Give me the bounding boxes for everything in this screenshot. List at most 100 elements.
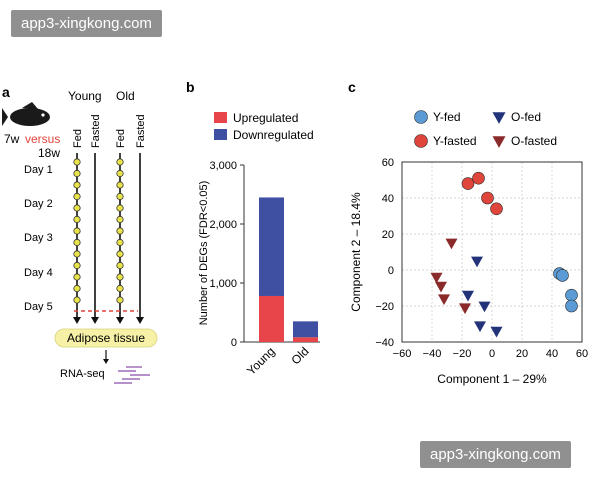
adipose-tissue-box	[54, 328, 158, 348]
feeding-dot	[116, 261, 124, 270]
bar-downregulated-young	[259, 197, 284, 296]
point-o-fasted	[435, 281, 447, 293]
x-tick-label: 0	[489, 348, 495, 360]
day-1-label: Day 1	[24, 164, 53, 176]
y-tick-label: 3,000	[209, 160, 237, 172]
feeding-dot	[73, 215, 81, 224]
fish-icon	[2, 102, 50, 126]
y-axis-label: Number of DEGs (FDR<0.05)	[198, 181, 210, 326]
point-y-fasted	[461, 177, 475, 190]
legend-marker-y-fasted	[414, 134, 428, 148]
x-tick-label: −60	[393, 348, 412, 360]
legend-label-y-fasted: Y-fasted	[433, 134, 477, 148]
bars	[259, 197, 318, 342]
point-o-fed	[490, 326, 503, 338]
y-tick-label: 0	[231, 337, 237, 349]
point-o-fasted	[438, 294, 450, 306]
panel-a-schematic: a Young Old 7w versus 18w Fed Fasted Fed…	[2, 84, 158, 384]
legend-upregulated-swatch	[214, 112, 227, 123]
legend-label-o-fasted: O-fasted	[511, 134, 557, 148]
y-tick-label: −40	[375, 337, 394, 349]
feeding-dot	[116, 204, 124, 212]
legend-marker-y-fed	[414, 110, 428, 124]
feeding-dot	[73, 192, 81, 201]
legend-label-o-fed: O-fed	[511, 110, 541, 124]
feeding-dot	[73, 169, 81, 178]
feeding-dot	[116, 284, 124, 293]
feeding-dot	[116, 158, 124, 166]
point-o-fed	[462, 290, 474, 302]
legend-downregulated-label: Downregulated	[233, 128, 314, 142]
feeding-dot	[116, 181, 124, 189]
y-tick-label: −20	[375, 301, 394, 313]
col-old-fasted: Fasted	[135, 114, 147, 148]
feeding-dot	[73, 181, 81, 189]
panel-b-label: b	[186, 79, 195, 95]
feeding-dot	[116, 192, 124, 201]
feeding-dot	[73, 261, 81, 270]
timeline-lines	[76, 153, 141, 318]
feeding-dot	[73, 238, 81, 247]
x-tick-label: −20	[453, 348, 472, 360]
legend-downregulated-swatch	[214, 129, 227, 140]
col-young-fasted: Fasted	[90, 114, 102, 148]
point-o-fed	[471, 256, 483, 268]
y-tick-label: 60	[382, 157, 394, 169]
col-old-fed: Fed	[115, 129, 127, 148]
y-axis-label: Component 2 – 18.4%	[349, 192, 363, 312]
x-tick-label: −40	[423, 348, 442, 360]
feeding-dot	[73, 158, 81, 166]
point-y-fasted	[472, 171, 485, 185]
x-tick-label: 40	[546, 348, 558, 360]
point-o-fasted	[459, 303, 471, 315]
point-y-fed	[565, 299, 578, 313]
age-young: 7w	[4, 132, 20, 146]
x-axis-label: Component 1 – 29%	[437, 372, 547, 386]
feeding-dot	[116, 250, 124, 258]
y-tick-marks: 0 1,000 2,000 3,000	[209, 160, 244, 349]
point-y-fed	[565, 288, 578, 302]
panel-b-deg-chart: b Upregulated Downregulated 0 1,000 2,000 3…	[186, 79, 320, 378]
y-tick-label: 2,000	[209, 219, 237, 231]
x-tick-label: 60	[576, 348, 588, 360]
group-young-label: Young	[68, 89, 102, 103]
feeding-dot	[73, 250, 81, 258]
group-old-label: Old	[116, 89, 135, 103]
y-tick-label: 1,000	[209, 278, 237, 290]
day-5-label: Day 5	[24, 301, 53, 313]
bar-upregulated-old	[293, 337, 318, 342]
legend-marker-o-fed	[492, 112, 506, 124]
y-tick-label: 20	[382, 229, 394, 241]
day-3-label: Day 3	[24, 232, 53, 244]
feeding-dot	[116, 227, 124, 235]
adipose-tissue-label: Adipose tissue	[67, 331, 145, 345]
rnaseq-reads-icon	[114, 366, 150, 384]
point-y-fasted	[490, 202, 503, 216]
x-tick-label: Young	[244, 344, 278, 378]
watermark-top: app3-xingkong.com	[11, 10, 162, 37]
feeding-dot	[116, 296, 124, 304]
y-tick-label: 0	[388, 265, 394, 277]
x-tick-label: 20	[516, 348, 528, 360]
panel-a-label: a	[2, 84, 10, 100]
point-o-fed	[474, 321, 486, 333]
legend-marker-o-fasted	[492, 136, 506, 148]
legend-upregulated-label: Upregulated	[233, 111, 298, 125]
rnaseq-label: RNA-seq	[60, 368, 105, 380]
feeding-dots	[73, 158, 124, 304]
feeding-dot	[73, 204, 81, 212]
bar-downregulated-old	[293, 321, 318, 338]
versus-label: versus	[25, 132, 60, 146]
feeding-dot	[73, 273, 81, 281]
x-tick-labels: Young Old	[244, 344, 312, 378]
day-4-label: Day 4	[24, 267, 53, 279]
point-o-fasted	[445, 238, 458, 250]
timeline-arrowheads	[73, 317, 144, 324]
age-old: 18w	[38, 146, 60, 160]
watermark-bottom: app3-xingkong.com	[420, 441, 571, 468]
legend-label-y-fed: Y-fed	[433, 110, 461, 124]
point-y-fed	[556, 269, 569, 282]
x-tick-label: Old	[289, 344, 312, 367]
